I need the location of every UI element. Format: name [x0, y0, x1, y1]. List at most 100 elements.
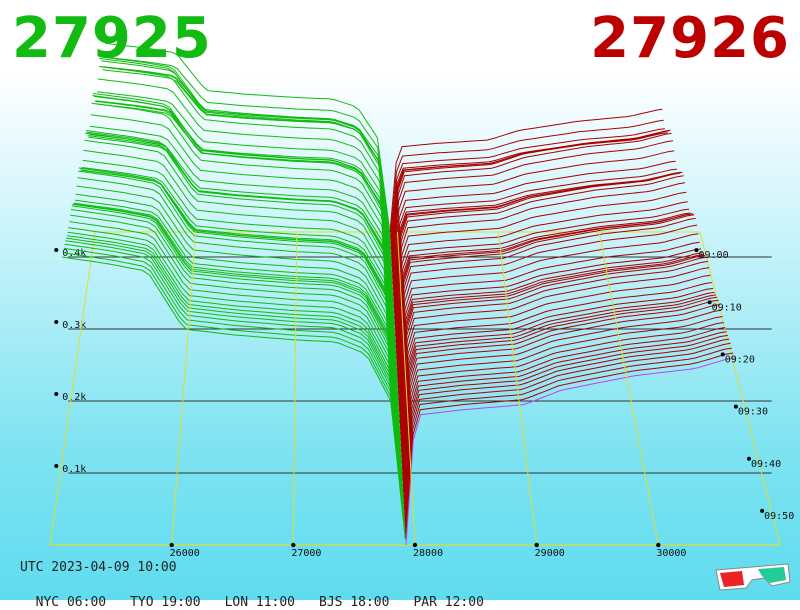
price-tick-marker	[656, 542, 661, 548]
ask-depth-line	[391, 132, 672, 273]
bid-depth-line	[63, 247, 406, 528]
time-tick-label: 09:10	[712, 302, 742, 313]
bid-depth-line	[99, 57, 392, 269]
bid-depth-line	[97, 91, 393, 287]
bid-depth-line	[66, 235, 404, 505]
time-tick-label: 09:00	[699, 250, 729, 261]
bid-depth-line	[97, 78, 393, 281]
bid-depth-line	[62, 252, 406, 534]
time-tick-marker	[733, 404, 738, 409]
volume-tick-label: 0.2k	[62, 392, 86, 403]
ask-depth-line	[395, 212, 691, 354]
ask-depth-line	[394, 182, 686, 331]
price-gridline	[397, 231, 416, 546]
price-gridline	[292, 231, 298, 546]
bid-depth-line	[94, 100, 394, 304]
bid-depth-line	[85, 132, 398, 373]
bid-depth-line	[74, 199, 402, 448]
ask-depth-line	[402, 304, 720, 482]
ask-depth-line	[398, 252, 703, 406]
bid-depth-line	[92, 95, 395, 321]
3d-glasses-icon[interactable]	[712, 560, 792, 592]
bid-depth-line	[85, 130, 397, 367]
ask-depth-line	[402, 299, 719, 476]
bid-depth-line	[79, 167, 400, 413]
depth-chart: 0.1k 0.2k 0.3k 0.4k 26000 27000 28000 29000 300…	[49, 42, 794, 559]
ask-depth-line	[404, 347, 732, 534]
ask-depth-line	[399, 267, 710, 435]
ask-depth-line	[401, 294, 716, 464]
ask-depth-line	[398, 248, 702, 401]
time-tick-marker	[760, 508, 765, 513]
bid-depth-line	[93, 93, 395, 315]
bid-depth-line	[69, 221, 404, 488]
bid-depth-line	[74, 202, 402, 454]
bid-depth-line	[96, 100, 394, 292]
ask-depth-line	[396, 214, 695, 372]
ask-depth-line	[405, 352, 734, 540]
bid-depth-line	[91, 102, 395, 327]
price-tick-marker	[534, 542, 539, 548]
ask-depth-line	[400, 274, 711, 441]
price-tick-label: 27000	[291, 548, 321, 559]
bid-depth-line	[66, 237, 405, 511]
timezone-par: PAR 12:00	[413, 595, 484, 610]
chart-axes: 26000 27000 28000 29000 30000 09:00 09:10 09:20…	[169, 231, 794, 559]
timezone-list: NYC 06:00 TYO 19:00 LON 11:00 BJS 18:00 PAR …	[20, 580, 508, 610]
ask-depth-line	[393, 171, 682, 314]
ask-price: 27926	[590, 6, 790, 71]
bid-depth-line	[78, 170, 400, 424]
bid-depth-line	[77, 177, 401, 430]
utc-time: UTC 2023-04-09 10:00	[20, 560, 177, 575]
price-tick-marker	[169, 542, 174, 548]
price-gridline	[598, 231, 659, 546]
time-tick-marker	[720, 352, 725, 357]
volume-tick-marker	[54, 320, 59, 324]
bid-depth-line	[78, 167, 400, 419]
right-edge	[699, 231, 781, 546]
volume-tick-marker	[54, 248, 59, 252]
volume-tick-marker	[54, 392, 59, 396]
ask-depth-line	[401, 296, 718, 470]
bid-depth-line	[105, 42, 390, 229]
ask-depth-line	[389, 119, 664, 238]
bid-depth-line	[71, 205, 403, 471]
ask-depth-line	[400, 287, 714, 453]
bid-depth-line	[81, 169, 399, 402]
bid-depth-line	[100, 56, 392, 263]
bid-depth-line	[84, 139, 398, 378]
ask-depth-line	[394, 171, 683, 319]
depth-lines	[62, 42, 735, 546]
timezone-nyc: NYC 06:00	[35, 595, 107, 610]
time-tick-label: 09:30	[738, 407, 768, 418]
bid-depth-line	[70, 209, 403, 476]
ask-depth-line	[403, 327, 726, 505]
bid-depth-line	[68, 227, 404, 494]
timezone-tyo: TYO 19:00	[130, 595, 201, 610]
bid-depth-line	[81, 167, 399, 396]
ask-depth-line	[394, 191, 687, 337]
bid-depth-line	[73, 203, 402, 459]
bid-depth-line	[76, 185, 401, 436]
price-gridline	[497, 231, 538, 546]
bid-depth-line	[83, 149, 398, 384]
price-tick-label: 29000	[535, 548, 565, 559]
price-tick-label: 26000	[170, 548, 200, 559]
time-tick-label: 09:50	[764, 511, 794, 522]
ask-depth-line	[391, 140, 674, 279]
bid-depth-line	[67, 231, 404, 500]
ask-depth-line	[404, 342, 731, 528]
ask-depth-line	[395, 201, 688, 343]
price-tick-marker	[291, 542, 296, 548]
ask-depth-line	[399, 260, 708, 430]
ask-depth-line	[396, 213, 694, 366]
price-tick-marker	[412, 542, 418, 548]
timezone-bjs: BJS 18:00	[319, 595, 390, 610]
bid-depth-line	[72, 203, 402, 465]
time-tick-label: 09:40	[751, 459, 781, 470]
ask-depth-line	[401, 291, 715, 459]
bid-depth-line	[82, 159, 399, 390]
ask-depth-line	[389, 108, 663, 233]
ask-depth-line	[403, 331, 727, 511]
time-tick-marker	[707, 300, 712, 305]
